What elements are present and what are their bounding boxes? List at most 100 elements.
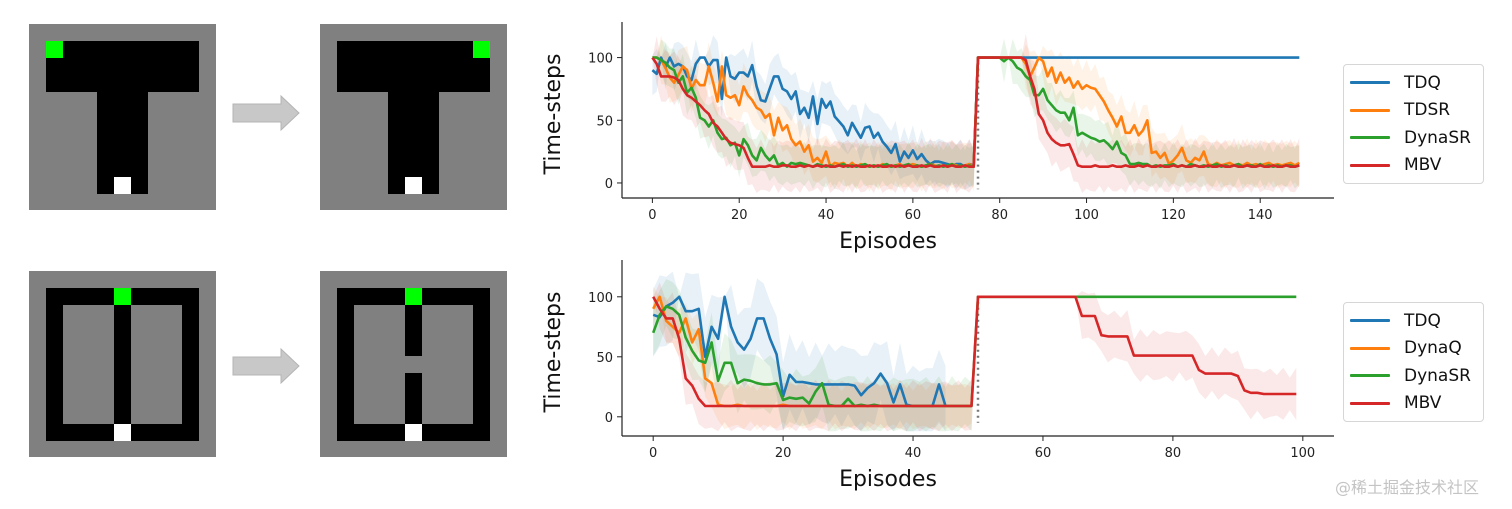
maze-path-cell: [63, 288, 80, 305]
maze-path-cell: [131, 126, 148, 143]
goal-cell: [473, 41, 490, 58]
maze-path-cell: [405, 41, 422, 58]
maze-path-cell: [80, 75, 97, 92]
maze-path-cell: [388, 424, 405, 441]
maze-path-cell: [422, 109, 439, 126]
legend-label: DynaQ: [1404, 338, 1462, 359]
maze-path-cell: [422, 126, 439, 143]
x-tick-label: 0: [648, 208, 656, 223]
maze-path-cell: [473, 424, 490, 441]
maze-path-cell: [182, 288, 199, 305]
goal-cell: [405, 288, 422, 305]
maze-path-cell: [473, 373, 490, 390]
maze-path-cell: [148, 424, 165, 441]
legend-item: MBV: [1350, 152, 1475, 180]
maze-path-cell: [405, 373, 422, 390]
maze-path-cell: [422, 41, 439, 58]
maze-path-cell: [46, 356, 63, 373]
maze-path-cell: [371, 424, 388, 441]
maze-path-cell: [422, 288, 439, 305]
loop-maze-after-blocked: [320, 271, 507, 457]
maze-path-cell: [337, 75, 354, 92]
maze-path-cell: [371, 288, 388, 305]
maze-path-cell: [131, 424, 148, 441]
x-tick-label: 100: [1074, 208, 1099, 223]
maze-path-cell: [439, 41, 456, 58]
maze-path-cell: [46, 58, 63, 75]
maze-path-cell: [148, 41, 165, 58]
maze-path-cell: [456, 58, 473, 75]
legend-item: MBV: [1350, 390, 1475, 418]
legend-swatch: [1350, 346, 1390, 350]
legend-item: TDQ: [1350, 69, 1475, 97]
maze-path-cell: [422, 92, 439, 109]
maze-path-cell: [131, 41, 148, 58]
maze-path-cell: [182, 373, 199, 390]
maze-path-cell: [131, 92, 148, 109]
maze-path-cell: [422, 58, 439, 75]
maze-path-cell: [97, 75, 114, 92]
maze-path-cell: [97, 58, 114, 75]
maze-path-cell: [97, 143, 114, 160]
maze-path-cell: [473, 356, 490, 373]
maze-path-cell: [422, 160, 439, 177]
y-axis-label: Time-steps: [541, 292, 566, 414]
maze-path-cell: [46, 75, 63, 92]
legend-swatch: [1350, 108, 1390, 112]
x-tick-label: 20: [731, 208, 748, 223]
maze-path-cell: [439, 58, 456, 75]
x-tick-label: 0: [649, 446, 657, 461]
legend-swatch: [1350, 319, 1390, 323]
y-tick-label: 100: [588, 52, 613, 67]
legend-label: MBV: [1404, 393, 1442, 414]
y-tick-label: 0: [605, 411, 613, 426]
maze-path-cell: [182, 322, 199, 339]
maze-path-cell: [405, 92, 422, 109]
maze-path-cell: [182, 390, 199, 407]
maze-path-cell: [473, 288, 490, 305]
maze-path-cell: [371, 75, 388, 92]
maze-path-cell: [114, 58, 131, 75]
maze-path-cell: [405, 339, 422, 356]
maze-path-cell: [337, 424, 354, 441]
maze-path-cell: [388, 160, 405, 177]
maze-path-cell: [182, 58, 199, 75]
maze-path-cell: [97, 177, 114, 194]
bottom-chart: 0 20 40 60 80 100 0 50 100 Episodes Time-steps: [541, 260, 1334, 492]
maze-path-cell: [388, 41, 405, 58]
maze-path-cell: [337, 305, 354, 322]
maze-path-cell: [131, 58, 148, 75]
confidence-band-tdq: [653, 271, 946, 432]
maze-path-cell: [97, 92, 114, 109]
maze-path-cell: [114, 143, 131, 160]
maze-path-cell: [165, 75, 182, 92]
x-tick-label: 40: [905, 446, 922, 461]
maze-path-cell: [182, 75, 199, 92]
maze-path-cell: [114, 41, 131, 58]
maze-path-cell: [405, 126, 422, 143]
series-line-tdq: [652, 295, 947, 408]
legend-label: TDSR: [1404, 100, 1451, 121]
maze-path-cell: [405, 322, 422, 339]
maze-path-cell: [473, 305, 490, 322]
legend-swatch: [1350, 81, 1390, 85]
maze-path-cell: [182, 305, 199, 322]
maze-path-cell: [80, 424, 97, 441]
maze-path-cell: [114, 92, 131, 109]
maze-path-cell: [388, 288, 405, 305]
maze-path-cell: [63, 75, 80, 92]
maze-path-cell: [473, 407, 490, 424]
maze-path-cell: [46, 424, 63, 441]
legend-label: DynaSR: [1404, 365, 1471, 386]
t-maze-before: [29, 24, 216, 210]
legend-swatch: [1350, 136, 1390, 140]
y-tick-label: 100: [588, 291, 613, 306]
maze-path-cell: [456, 75, 473, 92]
top-chart: 0 20 40 60 80 100 120 140 0 50 100 Episodes Time-ste…: [541, 22, 1334, 254]
legend-label: TDQ: [1404, 72, 1441, 93]
maze-path-cell: [422, 75, 439, 92]
t-maze-after: [320, 24, 507, 210]
y-axis-label: Time-steps: [541, 54, 566, 176]
maze-path-cell: [354, 41, 371, 58]
maze-path-cell: [46, 322, 63, 339]
